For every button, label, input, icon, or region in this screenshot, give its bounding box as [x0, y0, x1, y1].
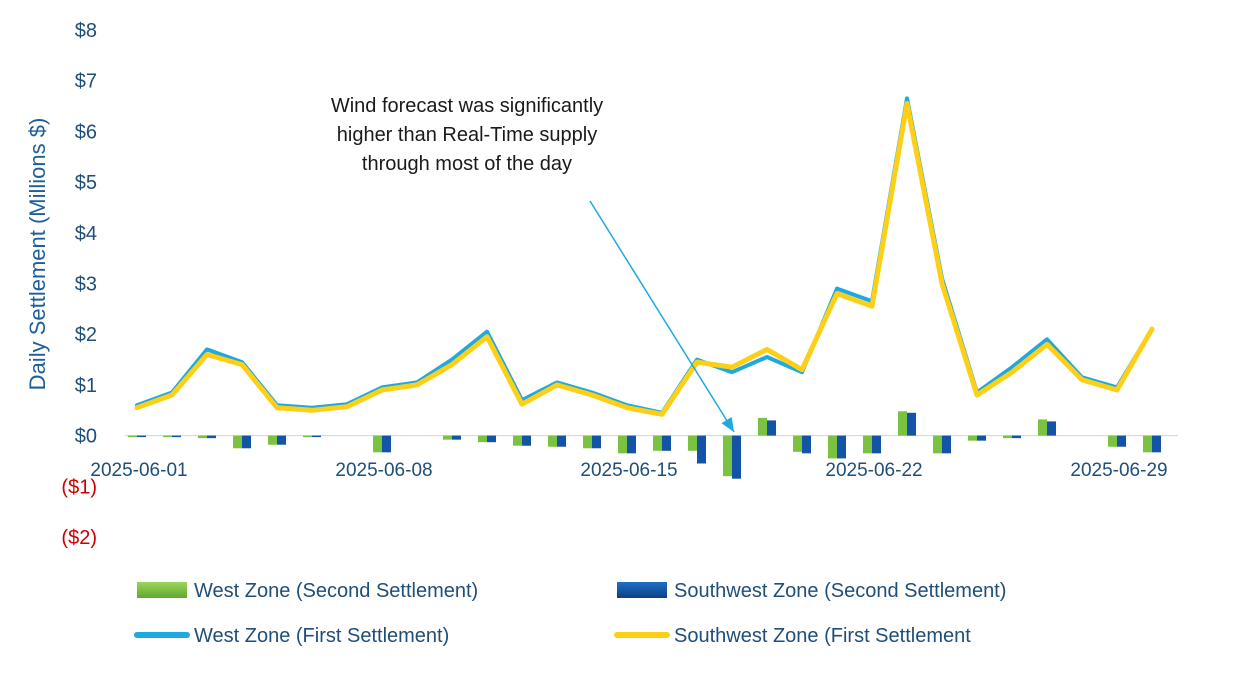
y-axis-ticks: $8 $7 $6 $5 $4 $3 $2 $1 $0 ($1) ($2) [61, 20, 97, 549]
bar-west-second-settlement [723, 435, 732, 477]
y-tick-label: $6 [75, 121, 97, 143]
bar-southwest-second-settlement [557, 435, 566, 447]
bar-west-second-settlement [653, 435, 662, 451]
bar-west-second-settlement [373, 435, 382, 453]
bar-west-second-settlement [758, 417, 767, 436]
x-tick-label: 2025-06-08 [335, 460, 432, 481]
legend-label: West Zone (First Settlement) [194, 625, 449, 647]
legend-swatch [617, 582, 667, 598]
line-southwest-first-settlement [134, 101, 1155, 417]
bar-southwest-second-settlement [137, 435, 146, 438]
bar-west-second-settlement [1143, 435, 1152, 453]
bar-west-second-settlement [128, 435, 137, 438]
x-tick-label: 2025-06-22 [825, 460, 922, 481]
bar-west-second-settlement [968, 435, 977, 441]
y-tick-label: $7 [75, 71, 97, 93]
bar-series [128, 411, 1161, 479]
bar-southwest-second-settlement [802, 435, 811, 454]
y-tick-label: $2 [75, 324, 97, 346]
bar-west-second-settlement [163, 435, 172, 438]
bar-west-second-settlement [898, 411, 907, 436]
bar-west-second-settlement [303, 435, 312, 438]
bar-west-second-settlement [513, 435, 522, 446]
bar-southwest-second-settlement [382, 435, 391, 453]
bar-west-second-settlement [1038, 419, 1047, 436]
bar-west-second-settlement [1003, 435, 1012, 439]
bar-southwest-second-settlement [1047, 421, 1056, 436]
bar-southwest-second-settlement [207, 435, 216, 439]
legend-label: Southwest Zone (Second Settlement) [674, 580, 1006, 602]
y-axis-label: Daily Settlement (Millions $) [25, 118, 50, 391]
y-tick-label: ($1) [61, 476, 97, 498]
annotation-text: higher than Real-Time supply [337, 124, 598, 146]
bar-west-second-settlement [548, 435, 557, 447]
y-tick-label: $5 [75, 172, 97, 194]
bar-southwest-second-settlement [487, 435, 496, 443]
annotation: Wind forecast was significantly higher th… [331, 95, 735, 433]
bar-west-second-settlement [443, 435, 452, 440]
bar-west-second-settlement [268, 435, 277, 445]
bar-southwest-second-settlement [977, 435, 986, 441]
bar-southwest-second-settlement [662, 435, 671, 451]
bar-west-second-settlement [688, 435, 697, 451]
bar-southwest-second-settlement [1012, 435, 1021, 439]
annotation-text: Wind forecast was significantly [331, 95, 603, 117]
bar-west-second-settlement [828, 435, 837, 459]
y-tick-label: ($2) [61, 527, 97, 549]
bar-west-second-settlement [863, 435, 872, 454]
bar-southwest-second-settlement [767, 420, 776, 436]
legend-swatch [137, 582, 187, 598]
legend-label: Southwest Zone (First Settlement [674, 625, 971, 647]
bar-west-second-settlement [233, 435, 242, 449]
legend-label: West Zone (Second Settlement) [194, 580, 478, 602]
x-tick-label: 2025-06-15 [580, 460, 677, 481]
bar-southwest-second-settlement [277, 435, 286, 445]
bar-west-second-settlement [478, 435, 487, 443]
bar-southwest-second-settlement [312, 435, 321, 438]
bar-west-second-settlement [583, 435, 592, 449]
x-tick-label: 2025-06-29 [1070, 460, 1167, 481]
y-tick-label: $0 [75, 426, 97, 448]
bar-west-second-settlement [618, 435, 627, 454]
bar-west-second-settlement [1108, 435, 1117, 447]
line-west-first-settlement [135, 96, 1154, 415]
bar-southwest-second-settlement [627, 435, 636, 454]
line-series [134, 96, 1155, 417]
annotation-text: through most of the day [362, 153, 572, 175]
bar-southwest-second-settlement [522, 435, 531, 446]
bar-southwest-second-settlement [592, 435, 601, 449]
bar-west-second-settlement [198, 435, 207, 439]
annotation-arrow [589, 200, 735, 433]
bar-southwest-second-settlement [872, 435, 881, 454]
y-tick-label: $3 [75, 274, 97, 296]
bar-southwest-second-settlement [452, 435, 461, 440]
annotation-arrowhead [721, 416, 734, 432]
bar-southwest-second-settlement [172, 435, 181, 438]
bar-west-second-settlement [793, 435, 802, 452]
bar-southwest-second-settlement [242, 435, 251, 449]
y-tick-label: $1 [75, 375, 97, 397]
x-tick-label: 2025-06-01 [90, 460, 187, 481]
bar-southwest-second-settlement [942, 435, 951, 454]
bar-southwest-second-settlement [697, 435, 706, 464]
y-tick-label: $8 [75, 20, 97, 42]
bar-southwest-second-settlement [1152, 435, 1161, 453]
bar-southwest-second-settlement [837, 435, 846, 459]
legend: West Zone (Second Settlement) Southwest Z… [134, 580, 1006, 647]
bar-west-second-settlement [933, 435, 942, 454]
x-axis-ticks: 2025-06-01 2025-06-08 2025-06-15 2025-06-22… [90, 460, 1167, 481]
bar-southwest-second-settlement [732, 435, 741, 479]
bar-southwest-second-settlement [907, 412, 916, 436]
bar-southwest-second-settlement [1117, 435, 1126, 447]
y-tick-label: $4 [75, 223, 97, 245]
